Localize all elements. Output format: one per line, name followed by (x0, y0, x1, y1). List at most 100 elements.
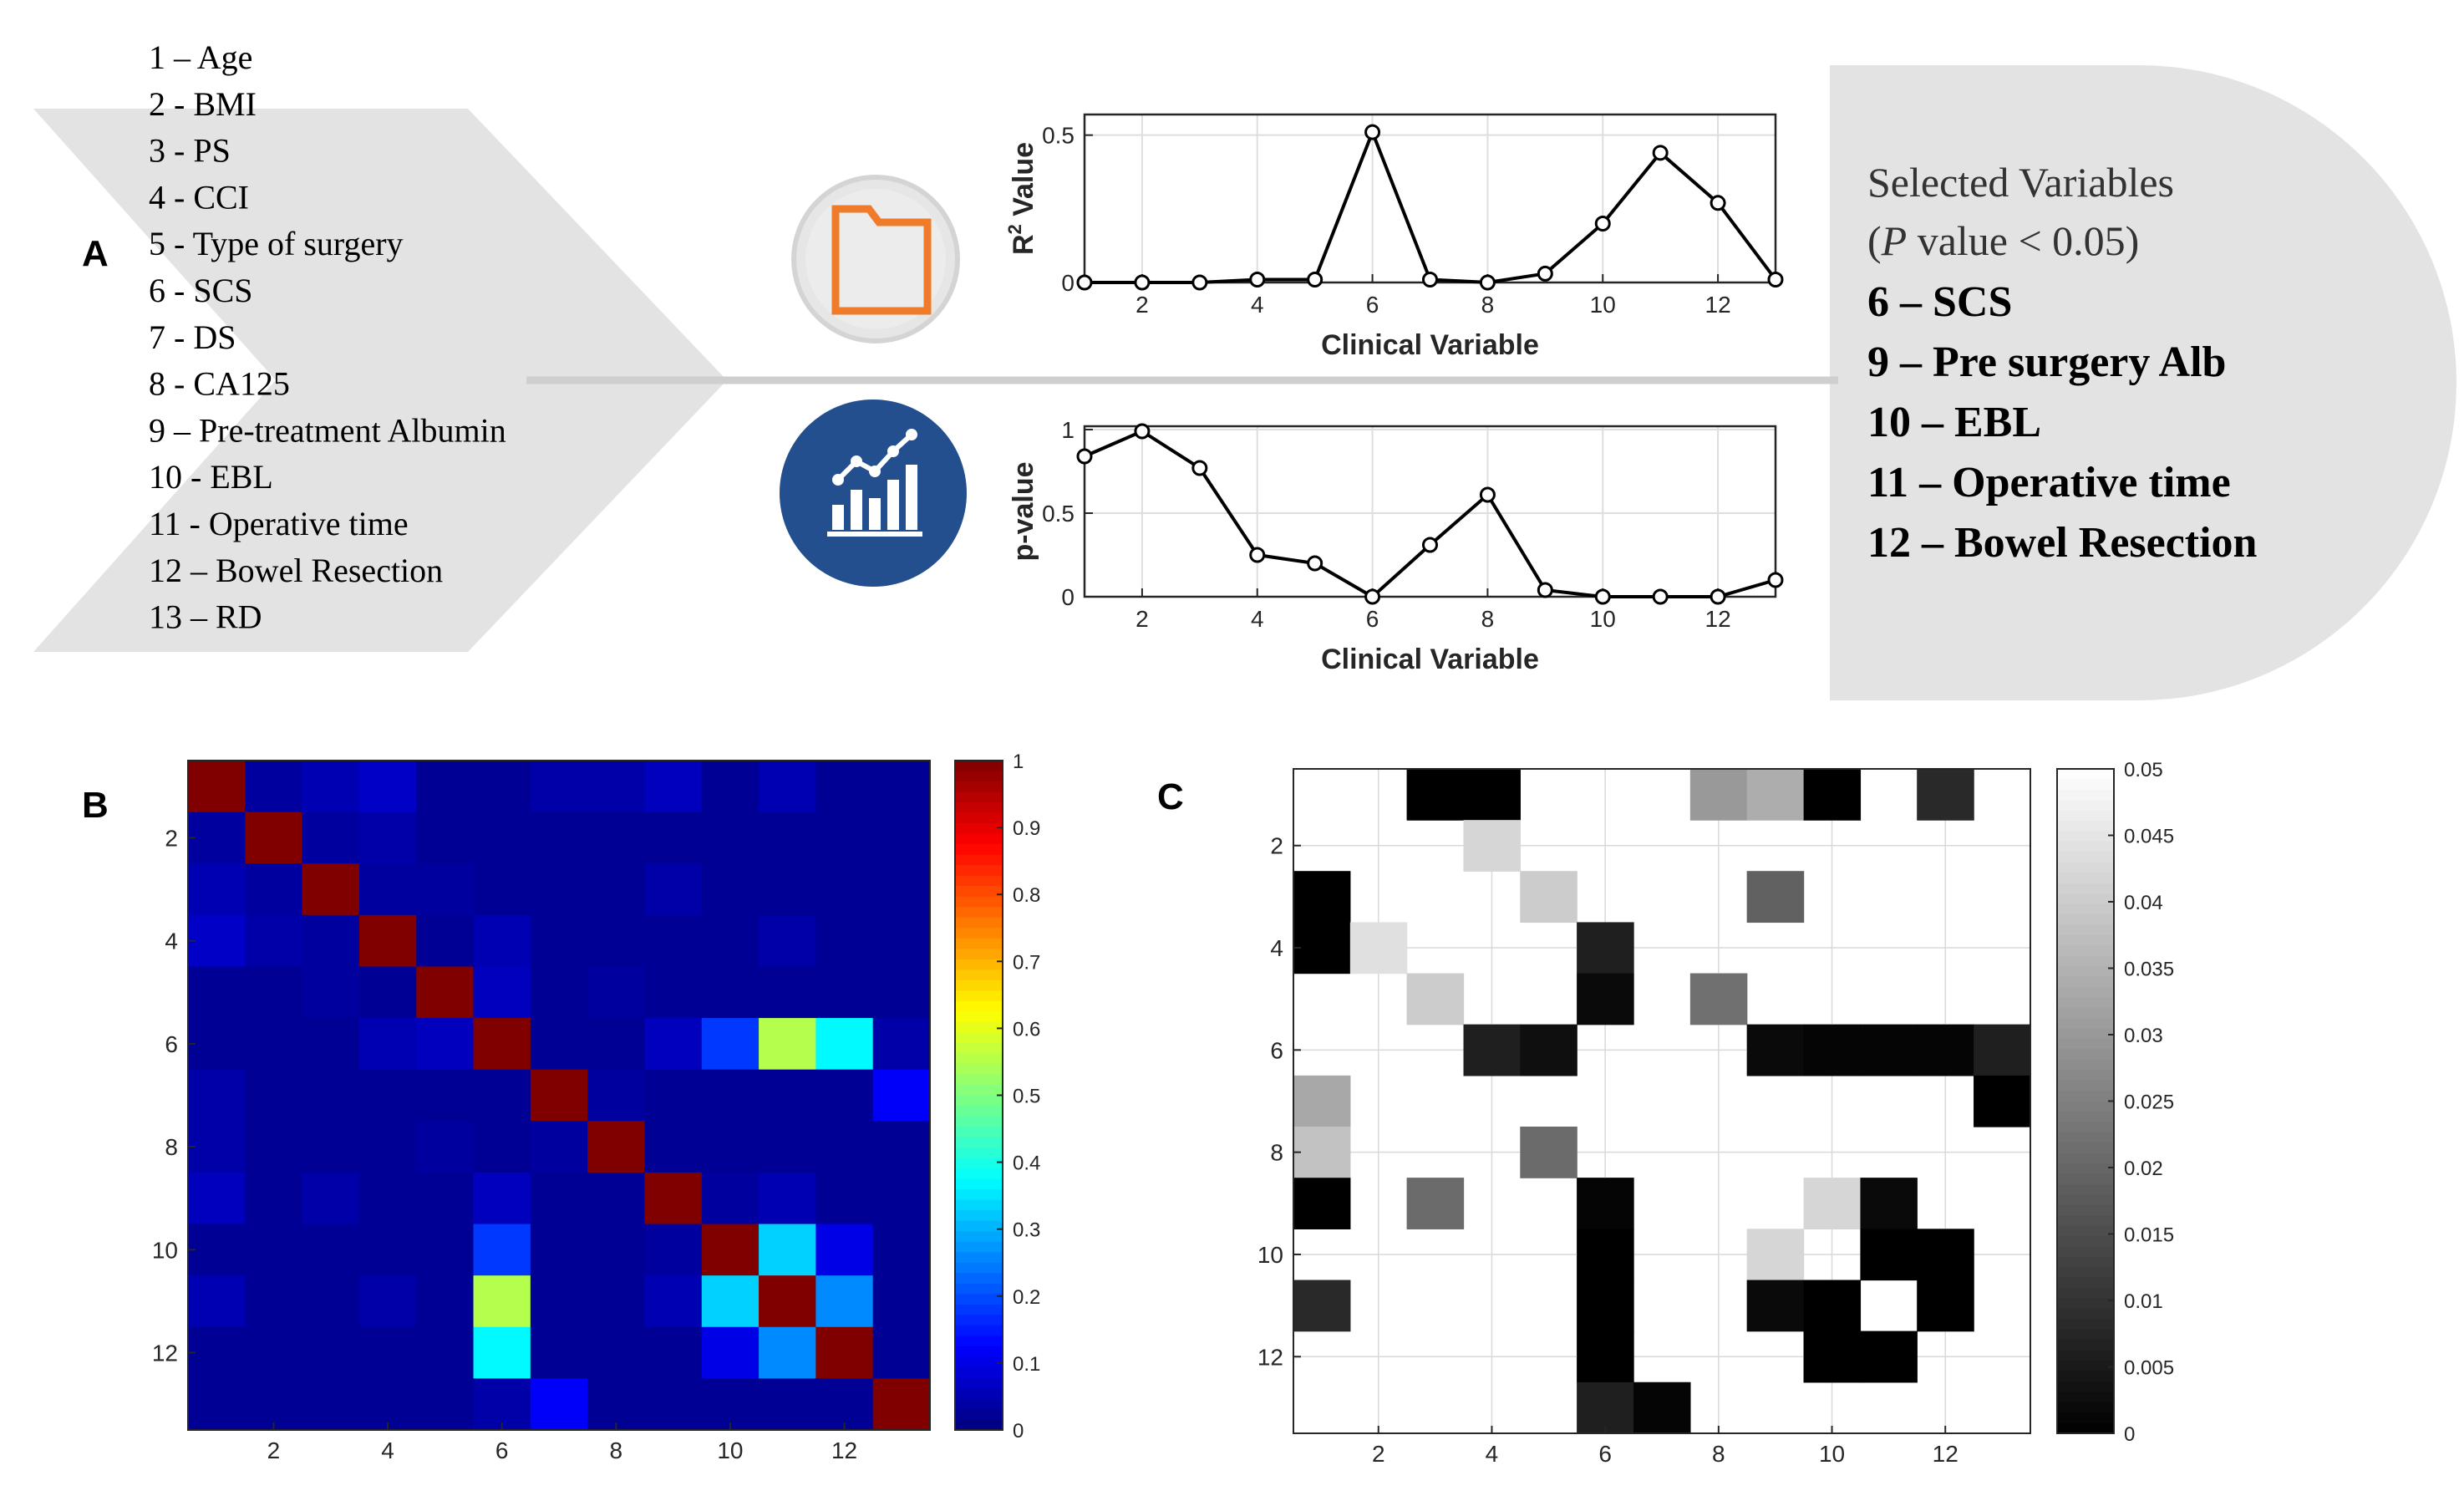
heatmap-cell (473, 966, 531, 1019)
heatmap-cell (872, 1172, 931, 1225)
heatmap-cell (644, 1378, 703, 1431)
heatmap-cell (416, 1326, 475, 1379)
colorbar-segment (955, 1408, 1003, 1421)
colorbar-segment (2057, 1256, 2114, 1268)
colorbar-segment (2057, 841, 2114, 852)
heatmap-cell (530, 1275, 588, 1328)
colorbar-segment (955, 959, 1003, 970)
colorbar-segment (955, 1220, 1003, 1232)
variable-item: 11 - Operative time (149, 505, 409, 542)
heatmap-cell (245, 812, 303, 864)
heatmap-cell (473, 1275, 531, 1328)
folder-icon (791, 175, 960, 343)
colorbar-tick-label: 0.005 (2124, 1357, 2174, 1380)
heatmap-cell (302, 966, 360, 1019)
colorbar-segment (955, 1178, 1003, 1190)
heatmap-cell (815, 1326, 874, 1379)
colorbar-segment (955, 1325, 1003, 1336)
colorbar-segment (2057, 769, 2114, 781)
colorbar-segment (2057, 955, 2114, 967)
heatmap-cell (1803, 1331, 1862, 1383)
heatmap-cell (815, 1069, 874, 1122)
heatmap-cell (701, 1224, 760, 1276)
colorbar-tick-label: 0.9 (1013, 817, 1040, 840)
selected-variable-item: 11 – Operative time (1867, 459, 2231, 506)
colorbar-segment (2057, 913, 2114, 925)
heatmap-cell (188, 914, 246, 968)
variable-item: 5 - Type of surgery (149, 225, 404, 262)
colorbar-tick-label: 0.05 (2124, 759, 2163, 781)
heatmap-cell (1633, 1075, 1691, 1127)
x-tick-label: 2 (267, 1437, 281, 1463)
heatmap-cell (530, 1326, 588, 1379)
heatmap-cell (302, 1224, 360, 1276)
colorbar-segment (2057, 810, 2114, 822)
heatmap-cell (1860, 1331, 1918, 1383)
variable-item: 2 - BMI (149, 85, 257, 123)
heatmap-cell (530, 1172, 588, 1225)
x-axis-label: Clinical Variable (1321, 644, 1539, 675)
heatmap-cell (358, 966, 417, 1019)
heatmap-cell (1406, 1382, 1465, 1434)
heatmap-cell (644, 812, 703, 864)
heatmap-cell (1746, 973, 1805, 1025)
y-label-sup: 2 (1004, 224, 1025, 234)
heatmap-cell (1463, 769, 1521, 821)
heatmap-cell (1349, 922, 1408, 974)
heatmap-cell (872, 761, 931, 813)
colorbar-segment (955, 854, 1003, 866)
heatmap-cell (1293, 1382, 1351, 1434)
selected-variable-item: 10 – EBL (1867, 399, 2041, 446)
heatmap-cell (1577, 1382, 1634, 1434)
heatmap-cell (188, 1172, 246, 1225)
colorbar-tick-label: 0.025 (2124, 1091, 2174, 1114)
colorbar-segment (2057, 1319, 2114, 1331)
heatmap-cell (473, 1326, 531, 1379)
heatmap-cell (587, 863, 646, 916)
heatmap-cell (1293, 1178, 1351, 1229)
y-tick-label: 6 (165, 1031, 178, 1057)
data-point (1307, 271, 1323, 287)
colorbar-segment (2057, 1153, 2114, 1164)
heatmap-cell (815, 1172, 874, 1225)
heatmap-cell (188, 1018, 246, 1071)
x-tick-label: 2 (1135, 292, 1149, 318)
colorbar-segment (955, 844, 1003, 856)
data-point (1076, 448, 1093, 465)
heatmap-cell (759, 966, 816, 1019)
colorbar-segment (2057, 893, 2114, 905)
heatmap-cell (245, 1224, 303, 1276)
data-point (1076, 274, 1093, 291)
heatmap-cell (302, 1326, 360, 1379)
heatmap-cell (358, 761, 417, 813)
heatmap-cell (872, 812, 931, 864)
heatmap-cell (358, 863, 417, 916)
heatmap-cell (358, 1121, 417, 1173)
heatmap-cell (1406, 769, 1465, 821)
heatmap-cell (188, 1326, 246, 1379)
p-value-heatmap: 2 2 4 4 6 6 8 8 10 10 12 12 0 0.005 0.01 0.015 0.02 0.025… (1257, 759, 2174, 1467)
data-point (1479, 486, 1496, 503)
heatmap-cell (416, 1121, 475, 1173)
heatmap-cell (473, 1018, 531, 1071)
colorbar-segment (2057, 789, 2114, 801)
heatmap-cell (416, 1018, 475, 1071)
heatmap-cell (1293, 871, 1351, 924)
colorbar-tick-label: 0.015 (2124, 1224, 2174, 1247)
heatmap-cell (473, 1378, 531, 1431)
data-point (1249, 271, 1266, 287)
heatmap-cell (530, 863, 588, 916)
colorbar-segment (955, 1273, 1003, 1285)
heatmap-cell (416, 761, 475, 813)
heatmap-cell (1520, 769, 1577, 821)
heatmap-cell (587, 1018, 646, 1071)
variable-item: 10 - EBL (149, 458, 273, 496)
heatmap-cell (759, 1069, 816, 1122)
x-tick-label: 12 (1933, 1441, 1958, 1467)
heatmap-cell (1974, 1280, 2031, 1332)
heatmap-cell (872, 914, 931, 968)
heatmap-cell (1860, 1280, 1918, 1332)
heatmap-cell (530, 1224, 588, 1276)
heatmap-cell (1633, 1280, 1691, 1332)
heatmap-cell (530, 812, 588, 864)
